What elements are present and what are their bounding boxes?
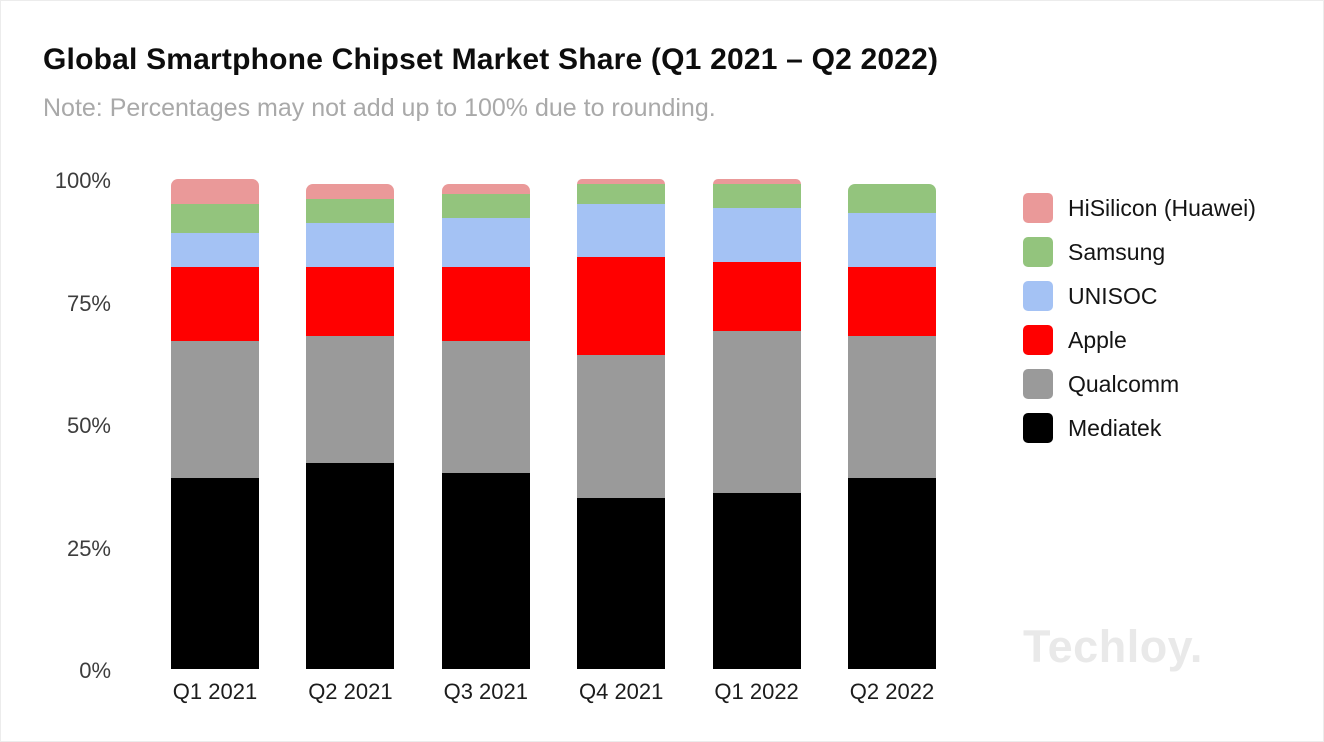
- legend-item-apple: Apple: [1023, 325, 1256, 355]
- bar-segment-mediatek: [441, 473, 530, 669]
- bar-segment-hisilicon-huawei-: [171, 179, 259, 204]
- bar-segment-unisoc: [171, 232, 259, 268]
- legend-label: Mediatek: [1068, 414, 1162, 441]
- legend-label: UNISOC: [1068, 282, 1158, 309]
- legend-item-samsung: Samsung: [1023, 237, 1256, 267]
- brand-watermark: Techloy.: [1023, 621, 1203, 672]
- bar-segment-unisoc: [441, 218, 530, 268]
- x-axis-tick-label: Q2 2021: [308, 679, 393, 704]
- bar-segment-samsung: [577, 183, 666, 204]
- bar-segment-qualcomm: [441, 340, 530, 473]
- stacked-bar-q1-2022: [712, 179, 801, 669]
- legend-label: Apple: [1068, 326, 1127, 353]
- legend: HiSilicon (Huawei) Samsung UNISOC Apple Qual…: [1023, 193, 1256, 457]
- bar-segment-apple: [577, 257, 666, 356]
- bar-segment-samsung: [441, 193, 530, 219]
- bar-segment-hisilicon-huawei-: [577, 179, 666, 184]
- bar-segment-apple: [441, 267, 530, 341]
- legend-item-qualcomm: Qualcomm: [1023, 369, 1256, 399]
- bar-segment-mediatek: [848, 477, 936, 669]
- legend-label: HiSilicon (Huawei): [1068, 194, 1256, 221]
- bar-segment-hisilicon-huawei-: [441, 183, 530, 194]
- stacked-bar-q3-2021: [441, 183, 530, 669]
- chart-title: Global Smartphone Chipset Market Share (…: [43, 43, 939, 76]
- legend-item-unisoc: UNISOC: [1023, 281, 1256, 311]
- bar-segment-unisoc: [577, 203, 666, 258]
- bar-segment-unisoc: [306, 223, 395, 268]
- y-axis-tick-label: 75%: [66, 290, 111, 316]
- bar-segment-hisilicon-huawei-: [712, 179, 801, 184]
- x-axis-tick-label: Q4 2021: [578, 679, 664, 704]
- y-axis-tick-label: 0%: [79, 658, 111, 683]
- bar-segment-hisilicon-huawei-: [306, 183, 395, 199]
- legend-swatch-icon: [1023, 413, 1053, 443]
- stacked-bar-q2-2021: [306, 183, 395, 669]
- bar-segment-mediatek: [306, 463, 395, 669]
- bar-segment-qualcomm: [848, 335, 936, 478]
- stacked-bar-q1-2021: [171, 179, 259, 669]
- y-axis-tick-label: 25%: [66, 535, 111, 561]
- bar-segment-samsung: [712, 183, 801, 209]
- legend-swatch-icon: [1023, 325, 1053, 355]
- bar-segment-samsung: [171, 203, 259, 233]
- x-axis-tick-label: Q3 2021: [443, 679, 528, 704]
- bar-segment-unisoc: [712, 208, 801, 263]
- x-axis-tick-label: Q2 2022: [849, 679, 935, 704]
- bar-segment-apple: [712, 262, 801, 331]
- bar-segment-samsung: [306, 198, 395, 224]
- legend-item-hisilicon-huawei-: HiSilicon (Huawei): [1023, 193, 1256, 223]
- legend-swatch-icon: [1023, 369, 1053, 399]
- bar-segment-apple: [848, 267, 936, 336]
- bar-segment-apple: [306, 267, 395, 336]
- bar-segment-qualcomm: [577, 355, 666, 498]
- chart-subtitle-note: Note: Percentages may not add up to 100%…: [43, 94, 716, 122]
- legend-label: Qualcomm: [1068, 370, 1180, 397]
- legend-swatch-icon: [1023, 237, 1053, 267]
- bar-segment-samsung: [848, 183, 936, 214]
- x-axis-tick-label: Q1 2022: [714, 679, 799, 704]
- stacked-bar-q4-2021: [577, 179, 666, 669]
- bar-segment-qualcomm: [171, 340, 259, 478]
- legend-item-mediatek: Mediatek: [1023, 413, 1256, 443]
- legend-swatch-icon: [1023, 193, 1053, 223]
- y-axis-tick-label: 50%: [66, 413, 111, 438]
- x-axis-tick-label: Q1 2021: [172, 679, 258, 704]
- legend-swatch-icon: [1023, 281, 1053, 311]
- bar-segment-mediatek: [712, 492, 801, 669]
- bar-segment-qualcomm: [306, 335, 395, 464]
- y-axis-tick-label: 100%: [54, 168, 111, 193]
- bar-segment-unisoc: [848, 213, 936, 268]
- bar-segment-apple: [171, 267, 259, 341]
- legend-label: Samsung: [1068, 238, 1166, 265]
- bar-segment-qualcomm: [712, 330, 801, 493]
- bar-segment-mediatek: [171, 477, 259, 669]
- stacked-bar-q2-2022: [848, 183, 936, 669]
- bar-segment-mediatek: [577, 497, 666, 669]
